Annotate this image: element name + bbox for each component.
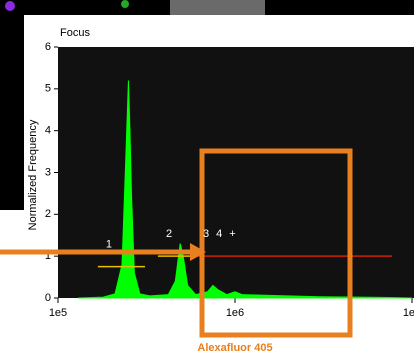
left-strip	[0, 15, 24, 210]
x-tick-label: 1e7	[403, 307, 414, 319]
y-tick-label: 6	[45, 41, 51, 53]
chart: Focus 0 1 2 3 4 5 6 1e5 1e6 1e7 Normalized Freque…	[0, 0, 414, 356]
blob	[5, 1, 15, 11]
x-axis-label: Alexafluor 405	[197, 342, 272, 354]
y-tick-label: 5	[45, 83, 51, 95]
y-axis-label: Normalized Frequency	[27, 119, 39, 230]
chart-title: Focus	[60, 27, 90, 39]
x-tick-label: 1e5	[49, 307, 67, 319]
y-tick-label: 3	[45, 166, 51, 178]
y-tick-label: 4	[45, 125, 51, 137]
y-tick-label: 2	[45, 208, 51, 220]
gate-label: 1	[106, 239, 112, 251]
gate-label: 2	[166, 228, 172, 240]
blob	[121, 0, 129, 8]
gate-label: 3 4 +	[203, 228, 236, 240]
x-tick-label: 1e6	[226, 307, 244, 319]
top-block	[170, 0, 265, 15]
plot-area	[58, 47, 414, 298]
y-tick-label: 0	[45, 292, 51, 304]
